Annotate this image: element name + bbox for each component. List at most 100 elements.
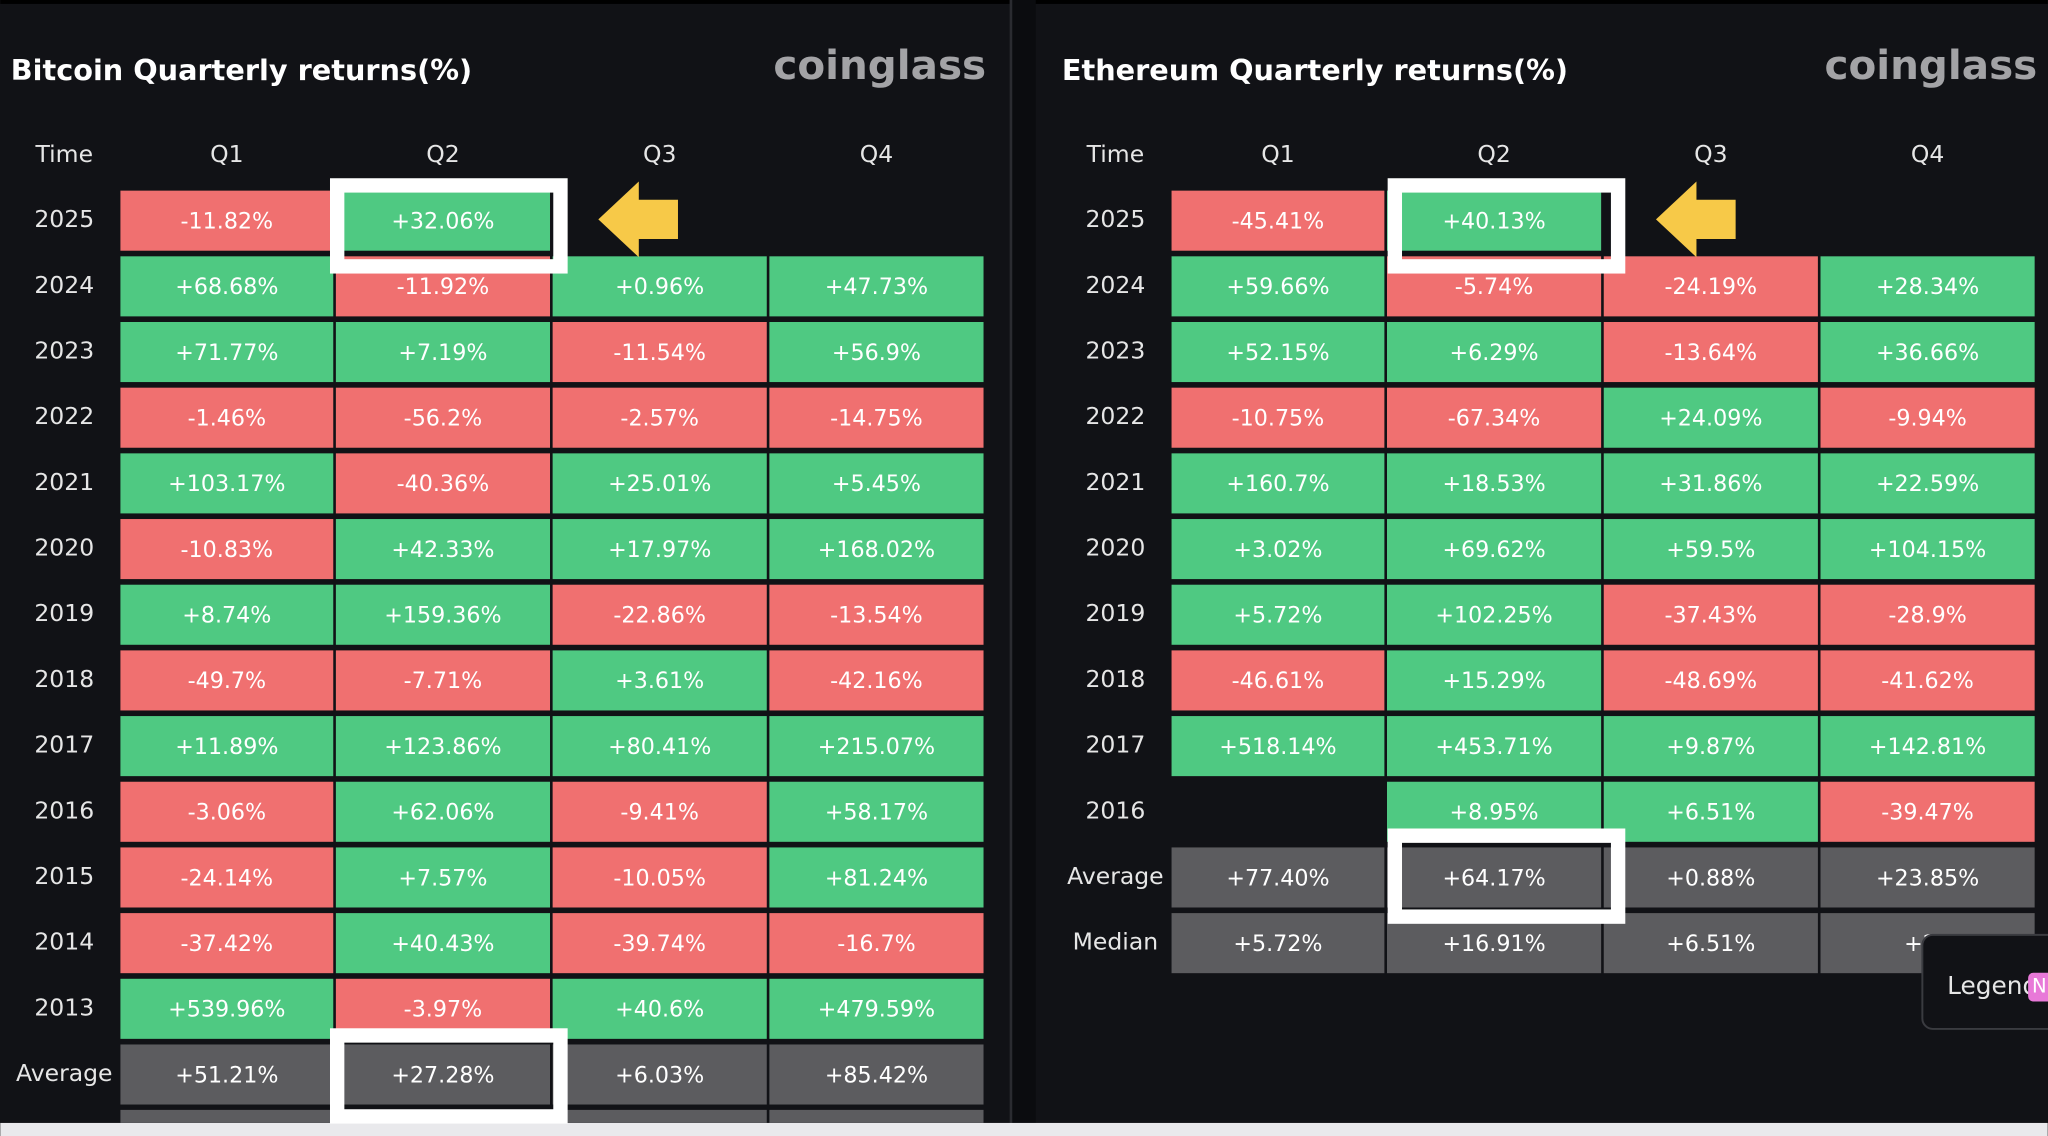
cell-value: -10.05% [613,865,706,891]
row-label: 2017 [1085,731,1145,759]
panel-divider [1009,0,1036,1123]
column-header: Q2 [426,140,459,168]
cell-value: +159.36% [384,603,501,629]
cell-value: +22.59% [1876,471,1979,497]
cell-bg [335,1044,551,1105]
cell-bg [769,453,984,514]
cell-value: -13.64% [1665,340,1758,366]
brand-logo: coinglass [1824,41,2037,89]
cell-bg [1820,716,2035,777]
cell-value: +80.41% [608,734,711,760]
cell-bg [1386,321,1602,383]
cell-value: +0.88% [1666,865,1755,891]
row-label: 2016 [1085,796,1145,824]
cell-value: +42.33% [391,537,494,563]
cell-value: +59.5% [1666,537,1755,563]
row-label: 2023 [1085,337,1145,365]
cell-value: +3.61% [615,668,704,694]
cell-bg [1171,453,1385,514]
row-label: 2016 [34,796,94,824]
cell-bg [552,321,767,383]
cell-value: +102.25% [1435,603,1552,629]
cell-value: +539.96% [168,997,285,1023]
row-label: 2018 [1085,665,1145,693]
row-label: 2024 [34,271,94,299]
cell-value: -11.82% [181,208,274,234]
cell-value: -3.06% [188,800,267,826]
cell-value: -2.57% [620,406,699,432]
cell-bg [1820,650,2035,711]
cell-bg [1171,387,1385,448]
cell-bg [120,519,334,580]
panels: Bitcoin Quarterly returns(%) coinglass Tim… [11,41,2037,1105]
row-label: Average [16,1059,113,1087]
cell-value: -10.75% [1232,406,1325,432]
cell-value: +9.87% [1666,734,1755,760]
row-label: Median [1073,928,1158,956]
cell-value: -14.75% [830,406,923,432]
highlights [329,178,1626,1124]
cell-bg [120,978,334,1039]
cell-bg [1603,847,1818,908]
cell-bg [1386,650,1602,711]
cell-bg [552,650,767,711]
cell-bg [335,650,551,711]
cell-value: +52.15% [1226,340,1329,366]
cell-bg [120,256,334,317]
cell-bg [335,321,551,383]
cell-bg [1603,913,1818,974]
cell-bg [1820,519,2035,580]
row-label: 2017 [34,731,94,759]
cell-value: +16.91% [1442,931,1545,957]
cell-bg [1386,584,1602,645]
cell-value: -5.74% [1455,274,1534,300]
row-label: 2022 [34,402,94,430]
cell-bg [1171,913,1385,974]
cell-value: -13.54% [830,603,923,629]
cell-value: -9.94% [1888,406,1967,432]
cell-bg [1603,387,1818,448]
cell-value: -39.47% [1881,800,1974,826]
cell-value: -37.43% [1665,603,1758,629]
cell-value: +40.13% [1442,208,1545,234]
row-label: Average [1067,862,1164,890]
panel-title: Ethereum Quarterly returns(%) [1062,53,1568,87]
cell-value: +518.14% [1219,734,1336,760]
cell-value: -48.69% [1665,668,1758,694]
cell-bg [1171,190,1385,251]
arrow [1655,181,1736,258]
cell-value: +5.72% [1233,603,1322,629]
legend-label[interactable]: Legend [1947,971,2038,1000]
cell-value: +24.09% [1659,406,1762,432]
row-label: 2022 [1085,402,1145,430]
cell-value: +6.51% [1666,931,1755,957]
legend-widget[interactable]: Legend N [1921,933,2048,1030]
cell-bg [1171,847,1385,908]
cell-value: -22.86% [613,603,706,629]
cell-bg [552,716,767,777]
cell-value: +85.42% [825,1062,928,1088]
cell-value: +104.15% [1869,537,1986,563]
cell-value: +215.07% [818,734,935,760]
cell-value: +5.72% [1233,931,1322,957]
cutoff-cell [769,1109,984,1123]
cell-bg [335,519,551,580]
cell-value: -49.7% [188,668,267,694]
cell-bg [769,716,984,777]
cell-value: -3.97% [404,997,482,1023]
cell-bg [335,847,551,908]
cell-bg [1171,650,1385,711]
cell-value: +71.77% [175,340,278,366]
cell-bg [335,453,551,514]
bottom-strip [0,1122,2048,1136]
cell-bg [1603,781,1818,842]
cell-bg [552,913,767,974]
cell-bg [769,519,984,580]
cell-bg [1820,847,2035,908]
cell-bg [1386,387,1602,448]
cell-value: +36.66% [1876,340,1979,366]
cell-value: +8.74% [182,603,271,629]
cell-value: +25.01% [608,471,711,497]
cell-bg [1820,453,2035,514]
cell-value: +64.17% [1442,865,1545,891]
